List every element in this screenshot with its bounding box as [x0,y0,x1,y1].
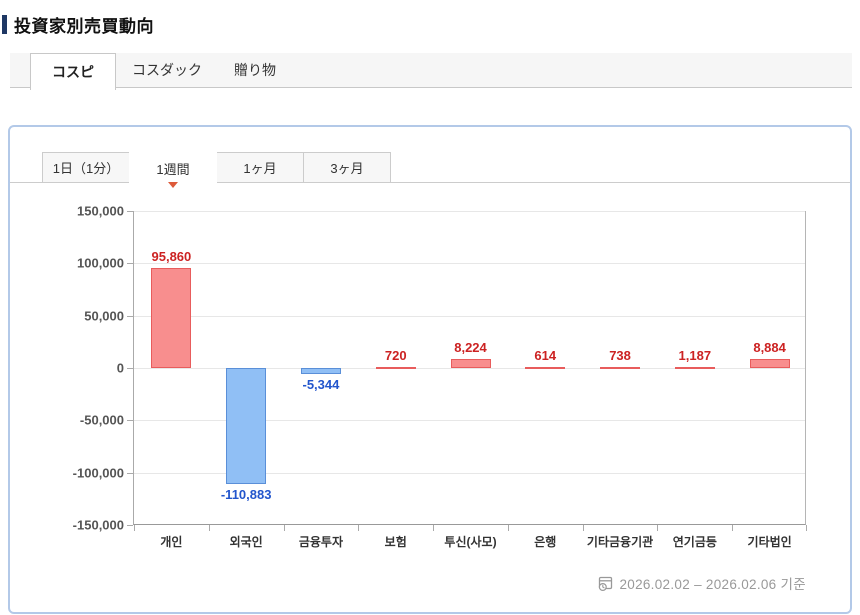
bar-투신(사모)[interactable] [450,359,491,368]
bar-개인[interactable] [151,267,192,368]
y-tick-mark [127,263,133,265]
y-axis-label: 50,000 [84,308,124,324]
bar-외국인[interactable] [226,368,267,485]
period-tab-1[interactable]: 1週間 [129,152,217,188]
gridline--50,000 [134,420,805,422]
y-tick-mark [127,472,133,474]
x-tick-mark [507,525,509,531]
plot-area: 150,000 100,000 50,000 0 -50,000 -100,000 -150… [73,204,807,549]
x-axis-category-label: 연기금등 [672,535,717,549]
bar-기타금융기관[interactable] [600,366,641,369]
x-axis-category-label: 금융투자 [298,535,344,549]
x-tick-mark [806,525,807,531]
gridline--100,000 [134,472,805,474]
y-axis-label: -100,000 [72,465,124,481]
period-tab-bar: 1日（1分） 1週間 1ヶ月 3ヶ月 [42,152,391,188]
x-axis-category-label: 은행 [534,535,557,549]
x-tick-mark [358,525,360,531]
period-tab-0[interactable]: 1日（1分） [42,152,130,183]
bar-금융투자[interactable] [300,368,341,374]
x-axis-category-label: 투신(사모) [444,535,497,549]
x-tick-mark [582,525,584,531]
x-axis-category-label: 기타금융기관 [586,535,654,549]
page-title-row: 投資家別売買動向 [2,12,860,37]
x-tick-mark [208,525,210,531]
x-axis-category-label: 외국인 [229,535,263,549]
chart-panel: 1日（1分） 1週間 1ヶ月 3ヶ月 150,000 100,000 50,000 0 -50… [8,125,852,614]
y-axis-label: 100,000 [77,255,124,271]
chart-footer: 2026.02.02 – 2026.02.06 기준 [597,573,806,593]
x-axis-category-label: 기타법인 [747,535,792,549]
y-tick-mark [127,368,133,369]
x-tick-mark [433,525,435,531]
bar-value-label: 95,860 [151,248,192,264]
y-axis-label: -150,000 [72,517,124,533]
y-tick-mark [127,315,133,317]
calendar-clock-icon [597,575,614,592]
y-tick-mark [127,211,133,212]
bar-기타법인[interactable] [749,358,790,368]
period-tab-baseline [10,182,850,183]
period-tab-2[interactable]: 1ヶ月 [216,152,304,183]
y-axis-label: 0 [116,360,124,376]
bar-value-label: 720 [384,347,407,363]
title-accent-bar [2,15,7,34]
y-tick-mark [127,420,133,422]
gridline-0 [134,368,805,369]
period-tab-3[interactable]: 3ヶ月 [303,152,391,183]
bar-value-label: 738 [609,347,631,363]
market-tab-bar: コスピ コスダック 贈り物 [10,53,852,90]
x-tick-mark [134,525,135,531]
page-title: 投資家別売買動向 [14,17,154,36]
gridline-100,000 [134,263,805,265]
active-tab-marker-icon [168,182,178,188]
market-tab-2[interactable]: 贈り物 [234,62,276,78]
x-tick-mark [657,525,659,531]
market-tab-0[interactable]: コスピ [30,53,116,90]
x-tick-mark [732,525,734,531]
y-axis-label: -50,000 [79,412,124,428]
page: 投資家別売買動向 コスピ コスダック 贈り物 1日（1分） 1週間 1ヶ月 3ヶ月 150… [0,12,860,615]
x-axis-category-label: 보험 [384,535,407,549]
x-axis-category-label: 개인 [160,535,183,549]
bar-value-label: 1,187 [678,347,712,363]
bar-value-label: 8,884 [753,339,786,355]
bar-은행[interactable] [525,366,566,369]
x-tick-mark [283,525,285,531]
date-range-caption: 2026.02.02 – 2026.02.06 기준 [619,577,806,592]
bar-value-label: 614 [534,347,557,363]
y-axis-label: 150,000 [77,203,124,219]
bar-value-label: -5,344 [302,376,340,392]
bar-연기금등[interactable] [674,366,715,369]
bar-value-label: -110,883 [220,487,272,503]
y-tick-mark [127,525,133,526]
market-tab-1[interactable]: コスダック [132,62,202,78]
bar-보험[interactable] [375,366,416,369]
bar-value-label: 8,224 [454,340,487,356]
gridline-50,000 [134,315,805,317]
gridline-150,000 [134,211,805,212]
